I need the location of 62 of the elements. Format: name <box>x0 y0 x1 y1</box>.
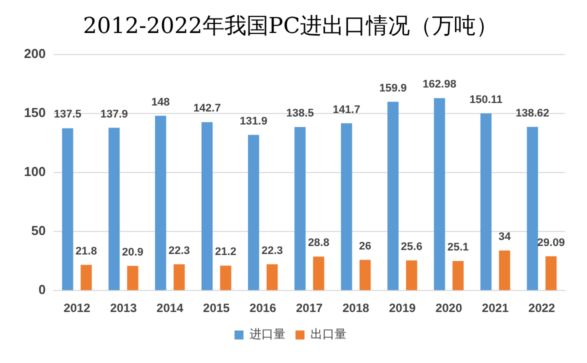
bar <box>294 127 306 290</box>
data-label: 162.98 <box>422 78 456 91</box>
data-label: 22.3 <box>168 244 190 257</box>
chart-title: 2012-2022年我国PC进出口情况（万吨） <box>82 14 498 39</box>
legend-label: 进口量 <box>250 327 286 342</box>
y-tick-label: 100 <box>24 164 46 180</box>
bar <box>340 123 352 290</box>
data-label: 20.9 <box>122 246 144 258</box>
bar <box>202 122 213 290</box>
y-tick-label: 0 <box>38 282 46 298</box>
data-label: 150.11 <box>469 94 503 106</box>
bar <box>220 266 232 290</box>
data-label: 137.9 <box>100 108 128 120</box>
data-label: 148 <box>151 96 170 108</box>
data-label: 138.5 <box>286 108 314 120</box>
data-label: 26 <box>359 240 372 252</box>
bar <box>498 250 510 290</box>
data-label: 22.3 <box>261 244 283 257</box>
bar <box>266 264 278 290</box>
bar <box>406 260 418 290</box>
bar <box>127 266 138 290</box>
x-tick-label: 2018 <box>342 301 370 316</box>
bar <box>387 102 399 290</box>
legend-label: 出口量 <box>310 327 346 342</box>
data-label: 131.9 <box>240 115 268 128</box>
bar <box>360 260 371 290</box>
x-tick-label: 2012 <box>64 301 91 316</box>
bar <box>452 260 464 290</box>
y-tick-label: 150 <box>24 105 46 120</box>
data-label: 142.7 <box>193 102 221 115</box>
bar <box>545 256 557 290</box>
data-label: 141.7 <box>332 104 360 116</box>
data-label: 25.1 <box>447 241 469 254</box>
bar <box>248 134 260 290</box>
bar <box>62 128 74 290</box>
bar <box>80 264 92 290</box>
bar <box>155 116 166 290</box>
x-tick-label: 2020 <box>435 301 462 316</box>
bar <box>313 256 324 290</box>
x-tick-label: 2016 <box>250 301 277 316</box>
y-tick-label: 200 <box>24 46 46 61</box>
bar <box>174 264 185 290</box>
data-label: 34 <box>498 230 512 243</box>
y-tick-label: 50 <box>31 223 46 238</box>
bar <box>480 113 492 290</box>
x-tick-label: 2022 <box>528 301 556 316</box>
bar <box>434 98 446 290</box>
bar <box>108 128 120 290</box>
data-label: 21.2 <box>214 246 236 258</box>
x-tick-label: 2021 <box>482 301 509 316</box>
data-label: 25.6 <box>400 240 422 253</box>
x-tick-label: 2014 <box>156 301 184 316</box>
data-label: 21.8 <box>76 245 97 258</box>
x-tick-label: 2019 <box>388 301 416 316</box>
data-label: 137.5 <box>54 108 82 121</box>
x-tick-label: 2013 <box>110 301 138 316</box>
x-tick-label: 2015 <box>203 301 230 316</box>
data-label: 28.8 <box>308 237 330 250</box>
bar <box>526 126 538 290</box>
data-label: 159.9 <box>379 82 407 94</box>
x-tick-label: 2017 <box>296 301 324 316</box>
data-label: 138.62 <box>516 107 550 120</box>
